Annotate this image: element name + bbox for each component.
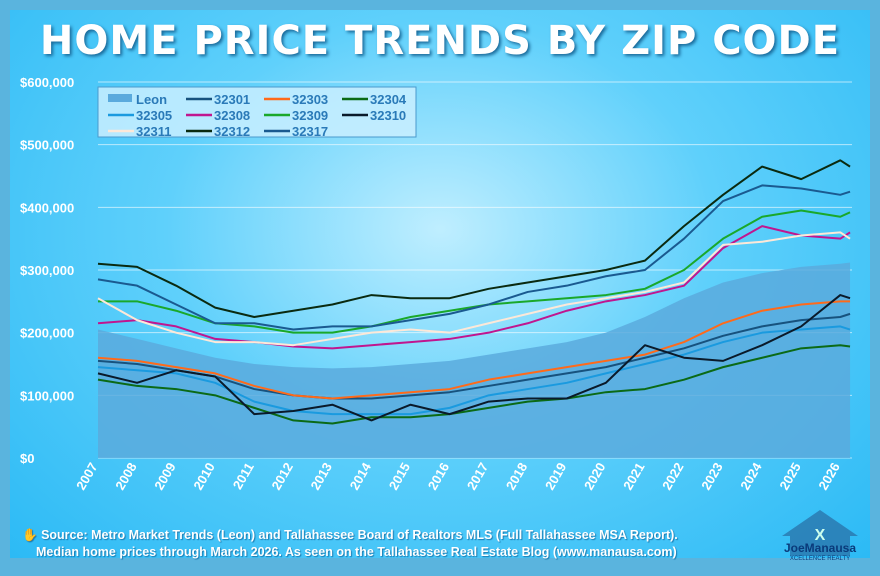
series-line-32303 xyxy=(97,300,851,400)
svg-text:X: X xyxy=(815,527,826,544)
x-tick-label: 2010 xyxy=(190,460,217,493)
series-line-32310 xyxy=(97,294,851,422)
x-tick-label: 2011 xyxy=(230,460,257,492)
x-tick-label: 2025 xyxy=(776,460,803,493)
series-line-32308 xyxy=(97,225,851,350)
x-tick-label: 2015 xyxy=(386,460,413,493)
x-tick-label: 2017 xyxy=(464,460,491,493)
legend-label: 32309 xyxy=(292,108,328,123)
legend-label: 32303 xyxy=(292,92,328,107)
source-note-line1: ✋ Source: Metro Market Trends (Leon) and… xyxy=(22,528,678,543)
svg-text:JoeManausa: JoeManausa xyxy=(784,541,856,555)
x-tick-label: 2009 xyxy=(151,460,178,493)
legend xyxy=(97,86,417,138)
y-tick-label: $200,000 xyxy=(20,326,74,341)
x-tick-label: 2014 xyxy=(347,459,375,492)
legend-label: 32305 xyxy=(136,108,172,123)
source-text: Source: Metro Market Trends (Leon) and T… xyxy=(41,528,678,542)
source-note-line2: Median home prices through March 2026. A… xyxy=(36,545,677,559)
x-tick-label: 2026 xyxy=(815,460,842,493)
legend-label: 32308 xyxy=(214,108,250,123)
x-tick-label: 2018 xyxy=(503,460,530,493)
legend-label: Leon xyxy=(136,92,167,107)
series-line-32317 xyxy=(97,184,851,331)
y-tick-label: $300,000 xyxy=(20,263,74,278)
legend-label: 32301 xyxy=(214,92,250,107)
y-tick-label: $600,000 xyxy=(20,75,74,90)
legend-label: 32317 xyxy=(292,124,328,139)
svg-text:XCELLENCE REALTY: XCELLENCE REALTY xyxy=(790,556,850,562)
x-tick-label: 2019 xyxy=(542,460,569,493)
x-tick-label: 2008 xyxy=(112,460,139,493)
series-line-32312 xyxy=(97,159,851,318)
x-tick-label: 2007 xyxy=(73,460,100,493)
x-tick-label: 2012 xyxy=(268,460,295,493)
legend-label: 32310 xyxy=(370,108,406,123)
hand-icon: ✋ xyxy=(22,528,38,542)
legend-label: 32312 xyxy=(214,124,250,139)
series-line-32311 xyxy=(97,231,851,347)
company-logo: X JoeManausa XCELLENCE REALTY xyxy=(760,506,880,564)
series-line-32304 xyxy=(97,344,851,425)
series-line-32301 xyxy=(97,312,851,400)
y-tick-label: $500,000 xyxy=(20,138,74,153)
legend-label: 32304 xyxy=(370,92,407,107)
legend-swatch xyxy=(108,94,132,102)
x-tick-label: 2024 xyxy=(737,459,765,492)
x-tick-label: 2020 xyxy=(581,460,608,493)
x-tick-label: 2022 xyxy=(659,460,686,493)
x-tick-label: 2016 xyxy=(425,460,452,493)
x-tick-label: 2021 xyxy=(620,460,647,493)
x-tick-label: 2013 xyxy=(308,460,335,493)
y-tick-label: $100,000 xyxy=(20,388,74,403)
legend-label: 32311 xyxy=(136,124,171,139)
x-tick-label: 2023 xyxy=(698,460,725,493)
y-tick-label: $400,000 xyxy=(20,200,74,215)
y-tick-label: $0 xyxy=(20,451,34,466)
chart-title: HOME PRICE TRENDS BY ZIP CODE xyxy=(39,18,841,64)
